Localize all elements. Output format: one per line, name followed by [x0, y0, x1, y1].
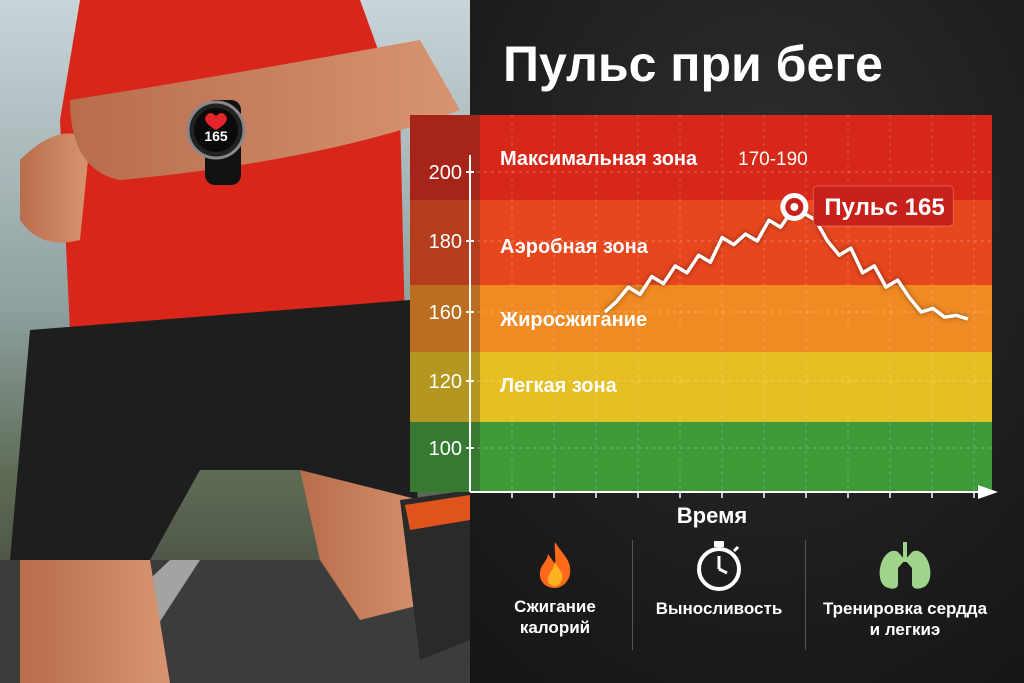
runner-arm — [70, 40, 460, 180]
benefit-calories-line1: Сжигание — [514, 597, 596, 616]
y-tick-label: 120 — [429, 371, 462, 393]
running-shoe — [400, 490, 470, 660]
watch-reading: 165 — [204, 128, 228, 144]
y-tick-label: 200 — [429, 162, 462, 184]
benefit-calories: Сжигание калорий — [495, 540, 615, 660]
y-tick-label: 160 — [429, 302, 462, 324]
x-axis-label: Время — [677, 503, 747, 528]
zone-fade — [410, 115, 480, 492]
smartwatch: 165 — [186, 100, 246, 185]
zone-label: Легкая зона — [500, 375, 618, 397]
zone-range-label: 170-190 — [738, 149, 808, 170]
zone-band — [410, 422, 992, 492]
zone-label: Жиросжигание — [499, 309, 647, 331]
zone-band — [410, 285, 992, 352]
page-title: Пульс при беге — [503, 36, 883, 92]
stopwatch-icon — [697, 541, 741, 591]
callout-label: Пульс 165 — [824, 194, 944, 221]
benefit-heart-line1: Тренировка сердда — [822, 599, 988, 618]
benefit-divider — [805, 540, 806, 650]
zone-label: Аэробная зона — [500, 236, 649, 258]
benefit-endurance-line1: Выносливость — [655, 599, 783, 618]
benefit-calories-line2: калорий — [519, 618, 591, 637]
callout-box — [812, 185, 954, 227]
zone-band — [410, 115, 992, 200]
runner-photo: 165 — [0, 0, 470, 683]
y-tick-label: 100 — [429, 438, 462, 460]
heart-rate-line — [603, 208, 969, 321]
zone-band — [410, 352, 992, 422]
x-axis-arrow — [978, 485, 998, 499]
zone-label: Максимальная зона — [500, 148, 698, 170]
y-tick-label: 180 — [429, 231, 462, 253]
benefit-heart-line2: и легкиэ — [869, 620, 941, 639]
lungs-icon — [879, 542, 931, 589]
benefit-endurance: Выносливость — [648, 540, 790, 660]
peak-marker-dot — [790, 202, 799, 211]
benefit-heart-training: Тренировка сердда и легкиэ — [815, 540, 995, 660]
flame-icon — [539, 542, 571, 588]
benefit-divider — [632, 540, 633, 650]
